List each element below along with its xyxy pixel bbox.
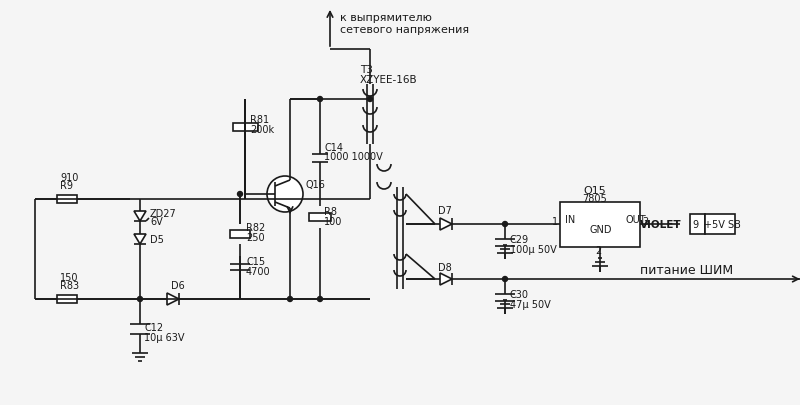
Circle shape (318, 297, 322, 302)
Circle shape (287, 297, 293, 302)
Bar (705, 215, 735, 234)
Text: D6: D6 (171, 280, 185, 290)
Text: IN: IN (565, 215, 575, 224)
Text: 4700: 4700 (246, 266, 270, 276)
Bar (690, 215, 705, 234)
Circle shape (267, 177, 303, 213)
Text: ZD27: ZD27 (150, 209, 177, 218)
Text: Q15: Q15 (584, 185, 606, 195)
Text: 47μ 50V: 47μ 50V (510, 299, 550, 309)
Bar (233, 123, 258, 131)
Text: OUT: OUT (625, 215, 646, 224)
Polygon shape (440, 218, 452, 230)
Text: D5: D5 (150, 234, 164, 244)
Text: D8: D8 (438, 262, 452, 272)
Circle shape (502, 222, 507, 227)
Text: +5V SB: +5V SB (703, 220, 741, 230)
Text: R82: R82 (246, 222, 266, 232)
Polygon shape (134, 234, 146, 244)
Text: 9: 9 (693, 220, 698, 230)
Text: C29: C29 (510, 234, 529, 244)
Text: R83: R83 (60, 280, 79, 290)
Bar (230, 230, 250, 239)
Text: R9: R9 (60, 181, 73, 190)
Text: C12: C12 (144, 322, 163, 332)
Text: 3: 3 (642, 216, 648, 226)
Text: 1000 1000V: 1000 1000V (324, 151, 382, 162)
Text: 6V: 6V (150, 216, 162, 226)
Text: C15: C15 (246, 256, 265, 266)
Bar (560, 202, 640, 247)
Text: 1: 1 (552, 216, 558, 226)
Text: 200k: 200k (250, 125, 274, 135)
Text: 250: 250 (246, 232, 265, 243)
Text: 100: 100 (324, 216, 342, 226)
Text: R8: R8 (324, 207, 337, 216)
Text: C30: C30 (510, 289, 529, 299)
Text: D7: D7 (438, 205, 452, 215)
Polygon shape (167, 293, 179, 305)
Text: 7805: 7805 (582, 193, 607, 203)
Text: GND: GND (590, 224, 613, 234)
Polygon shape (134, 211, 146, 222)
Text: 910: 910 (60, 173, 78, 183)
Circle shape (138, 297, 142, 302)
Text: 100μ 50V: 100μ 50V (510, 244, 557, 254)
Bar (57, 196, 77, 203)
Circle shape (367, 97, 373, 102)
Text: 150: 150 (60, 272, 78, 282)
Text: 10μ 63V: 10μ 63V (144, 332, 185, 342)
Text: 2: 2 (595, 245, 602, 255)
Circle shape (502, 277, 507, 282)
Text: XZYEE-16B: XZYEE-16B (360, 75, 418, 85)
Text: T3: T3 (360, 65, 373, 75)
Text: R81: R81 (250, 115, 269, 125)
Polygon shape (440, 273, 452, 285)
Bar (57, 295, 77, 303)
Text: питание ШИМ: питание ШИМ (640, 263, 733, 276)
Text: сетевого напряжения: сетевого напряжения (340, 25, 469, 35)
Bar (309, 213, 331, 222)
Text: C14: C14 (324, 143, 343, 153)
Text: Q16: Q16 (305, 179, 325, 190)
Text: VIOLET: VIOLET (640, 220, 682, 230)
Text: к выпрямителю: к выпрямителю (340, 13, 432, 23)
Circle shape (318, 97, 322, 102)
Circle shape (238, 192, 242, 197)
